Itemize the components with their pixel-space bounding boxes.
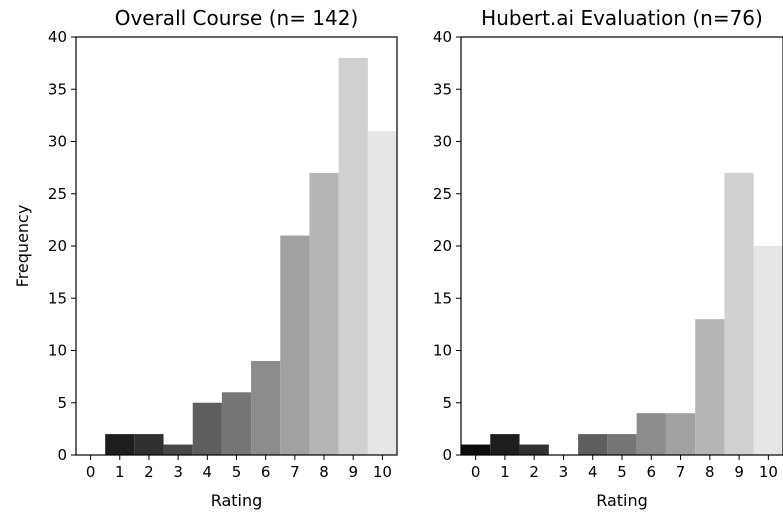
x-tick-label: 6 [646,463,656,481]
x-tick-label: 5 [232,463,242,481]
chart-overall-course: 0 5 10 15 20 25 30 35 40 0 1 2 3 4 5 6 7 8 9 10 Overall Cour… [13,6,398,510]
x-tick-label: 5 [617,463,627,481]
bar-rating-8 [309,172,339,455]
x-tick-label: 9 [348,463,358,481]
chart-hubert-evaluation: 0 5 10 15 20 25 30 35 40 0 1 2 3 4 5 6 7 8 9 10 Hubert.ai Ev… [433,6,783,510]
y-tick-label: 5 [57,394,67,412]
x-tick-label: 3 [559,463,569,481]
bar-rating-6 [636,413,666,455]
y-tick-label: 20 [433,237,452,255]
x-tick-label: 4 [588,463,598,481]
x-tick-label: 0 [471,463,481,481]
bar-rating-7 [280,235,310,455]
x-axis-label: Rating [596,491,648,510]
y-tick-label: 40 [48,28,67,46]
x-tick-label: 3 [173,463,183,481]
x-tick-label: 8 [319,463,329,481]
bar-rating-5 [221,392,252,455]
y-tick-label: 15 [433,289,452,307]
y-tick-label: 20 [48,237,67,255]
bar-rating-9 [724,172,754,455]
y-tick-label: 30 [48,133,67,151]
bar-rating-1 [105,434,135,455]
bar-rating-9 [338,57,368,456]
y-tick-label: 5 [442,394,452,412]
x-tick-label: 10 [759,463,778,481]
x-tick-label: 1 [500,463,510,481]
bar-rating-10 [367,131,397,456]
x-tick-label: 0 [86,463,96,481]
bar-rating-7 [665,413,696,455]
chart-title: Overall Course (n= 142) [115,6,359,30]
bar-rating-0 [461,444,491,455]
bar-rating-4 [192,402,222,455]
y-tick-label: 30 [433,133,452,151]
y-tick-label: 0 [57,446,67,464]
bar-rating-2 [519,444,549,455]
x-tick-label: 8 [705,463,715,481]
y-tick-label: 0 [442,446,452,464]
bar-rating-10 [753,246,783,455]
x-tick-label: 7 [676,463,686,481]
x-axis-label: Rating [211,491,263,510]
y-axis-label: Frequency [13,205,32,288]
y-tick-label: 25 [48,185,67,203]
x-tick-label: 2 [144,463,154,481]
bar-rating-8 [695,319,725,455]
x-tick-label: 1 [115,463,125,481]
y-tick-label: 40 [433,28,452,46]
y-tick-label: 10 [48,342,67,360]
bar-rating-5 [607,434,637,455]
x-tick-label: 7 [290,463,300,481]
y-tick-label: 25 [433,185,452,203]
y-tick-label: 10 [433,342,452,360]
chart-title: Hubert.ai Evaluation (n=76) [481,6,763,30]
bar-rating-4 [578,434,608,455]
x-tick-label: 2 [529,463,539,481]
x-tick-label: 6 [261,463,271,481]
bar-rating-2 [134,434,164,455]
y-tick-label: 35 [48,80,67,98]
bar-rating-6 [251,360,281,455]
x-tick-label: 10 [373,463,392,481]
bar-rating-3 [163,444,193,455]
y-tick-label: 35 [433,80,452,98]
y-tick-label: 15 [48,289,67,307]
x-tick-label: 9 [734,463,744,481]
bar-rating-1 [490,434,520,455]
x-tick-label: 4 [203,463,213,481]
